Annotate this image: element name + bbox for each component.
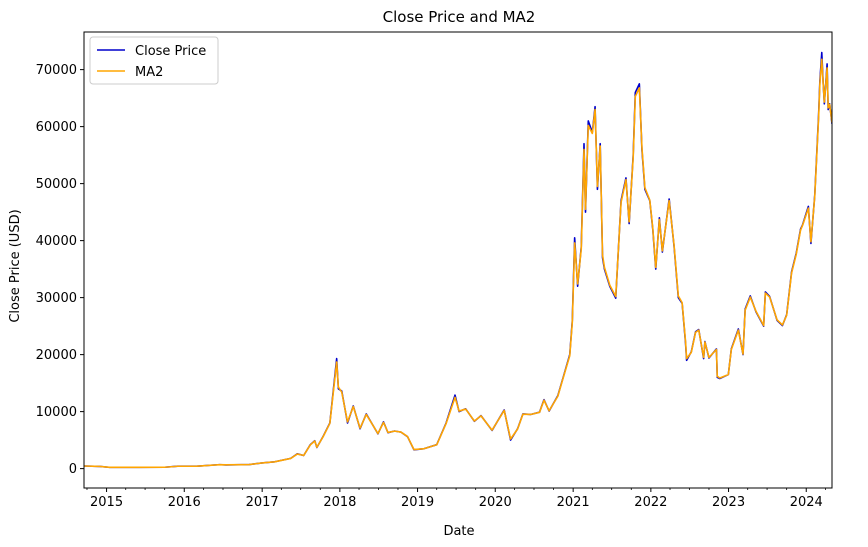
chart-title: Close Price and MA2 <box>383 8 536 26</box>
x-tick-label: 2020 <box>479 495 512 510</box>
x-tick-label: 2021 <box>557 495 590 510</box>
x-tick-label: 2024 <box>790 495 823 510</box>
x-tick-label: 2018 <box>323 495 356 510</box>
y-tick-label: 40000 <box>36 234 77 249</box>
y-tick-label: 60000 <box>36 120 77 135</box>
x-tick-label: 2017 <box>246 495 279 510</box>
legend-box <box>89 36 219 85</box>
legend-label-close-price: Close Price <box>135 44 206 59</box>
plot-area <box>84 51 832 469</box>
x-tick-label: 2019 <box>401 495 434 510</box>
y-tick-label: 0 <box>69 462 77 477</box>
x-tick-label: 2016 <box>168 495 201 510</box>
axes <box>83 31 833 489</box>
x-tick-label: 2015 <box>90 495 123 510</box>
y-tick-label: 50000 <box>36 177 77 192</box>
legend-label-ma2: MA2 <box>135 65 163 80</box>
series-line-ma2 <box>84 58 832 469</box>
y-tick-label: 10000 <box>36 405 77 420</box>
y-axis-label: Close Price (USD) <box>8 209 23 322</box>
y-tick-label: 70000 <box>36 63 77 78</box>
y-tick-label: 30000 <box>36 291 77 306</box>
y-tick-label: 20000 <box>36 348 77 363</box>
legend: Close Price MA2 <box>89 36 219 85</box>
plot-frame <box>83 31 833 489</box>
x-tick-label: 2023 <box>712 495 745 510</box>
x-tick-label: 2022 <box>634 495 667 510</box>
x-axis-label: Date <box>443 524 474 539</box>
tick-group: 2015 2016 2017 2018 2019 2020 2021 2022 2023 2024… <box>36 63 827 510</box>
